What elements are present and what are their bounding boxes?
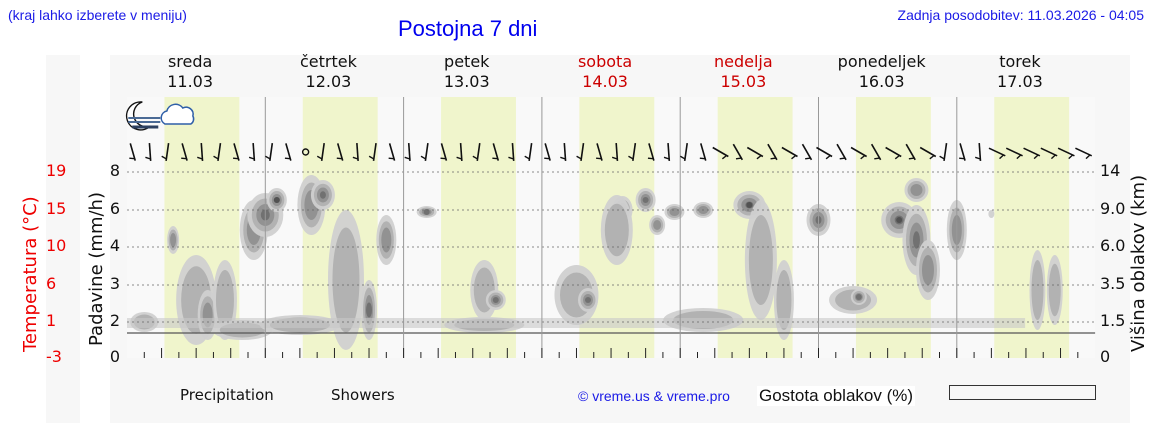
day-label-3: petek 13.03 — [407, 52, 527, 92]
wind-barbs — [129, 142, 1093, 162]
axis-tick: 2 — [109, 311, 120, 330]
day-name: petek — [444, 52, 490, 71]
axis-tick: 1 — [46, 311, 57, 330]
legend-precipitation-label: Precipitation — [180, 386, 274, 404]
day-label-1: sreda 11.03 — [130, 52, 250, 92]
axis-tick: 14 — [1100, 161, 1121, 180]
day-date: 17.03 — [997, 72, 1043, 91]
axis-tick: 19 — [46, 161, 67, 180]
day-date: 13.03 — [443, 72, 490, 91]
day-date: 15.03 — [720, 72, 767, 91]
region-note: (kraj lahko izberete v meniju) — [8, 7, 187, 23]
axis-tick: 8 — [109, 161, 120, 180]
axis-tick: 9.0 — [1100, 199, 1126, 218]
axis-tick: 3.5 — [1100, 274, 1126, 293]
axis-tick: 10 — [46, 236, 67, 255]
axis-tick: 6.0 — [1100, 236, 1126, 255]
day-label-4: sobota 14.03 — [545, 52, 665, 92]
day-name: sobota — [577, 52, 633, 71]
axis-tick: 15 — [46, 199, 67, 218]
day-name: sreda — [167, 52, 213, 71]
day-date: 12.03 — [305, 72, 352, 91]
axis-tick: 3 — [109, 274, 120, 293]
legend-showers-label: Showers — [331, 386, 395, 404]
cloud-rain-icon — [160, 103, 195, 125]
legend-precipitation-swatch — [127, 389, 173, 401]
axis-tick: 6 — [109, 199, 120, 218]
axis-tick: 6 — [46, 274, 57, 293]
weather-icons — [125, 101, 195, 131]
cloud-density-scale — [949, 385, 1096, 400]
page-title: Postojna 7 dni — [398, 16, 538, 41]
day-date: 16.03 — [858, 72, 905, 91]
day-label-6: ponedeljek 16.03 — [822, 52, 942, 92]
axis-tick: 0 — [109, 347, 120, 366]
axis-tick: 0 — [1100, 347, 1111, 366]
axis-tick: -3 — [46, 347, 62, 366]
day-label-2: četrtek 12.03 — [268, 52, 388, 92]
day-name: ponedeljek — [837, 52, 926, 71]
legend-showers-swatch — [278, 389, 324, 401]
day-label-7: torek 17.03 — [960, 52, 1080, 92]
day-name: nedelja — [714, 52, 773, 71]
axis-tick: 4 — [109, 236, 120, 255]
axis-tick: 1.5 — [1100, 311, 1126, 330]
last-update: Zadnja posodobitev: 11.03.2026 - 04:05 — [897, 7, 1144, 23]
day-name: četrtek — [300, 52, 357, 71]
temperature-axis-panel — [46, 55, 80, 423]
day-date: 14.03 — [582, 72, 628, 91]
grid-lines — [127, 97, 1096, 358]
copyright-link[interactable]: © vreme.us & vreme.pro — [578, 388, 730, 404]
day-name: torek — [999, 52, 1041, 71]
day-date: 11.03 — [167, 72, 214, 91]
moon-fog-icon — [125, 101, 161, 131]
day-label-5: nedelja 15.03 — [683, 52, 803, 92]
cloud-density-label: Gostota oblakov (%) — [757, 386, 916, 406]
